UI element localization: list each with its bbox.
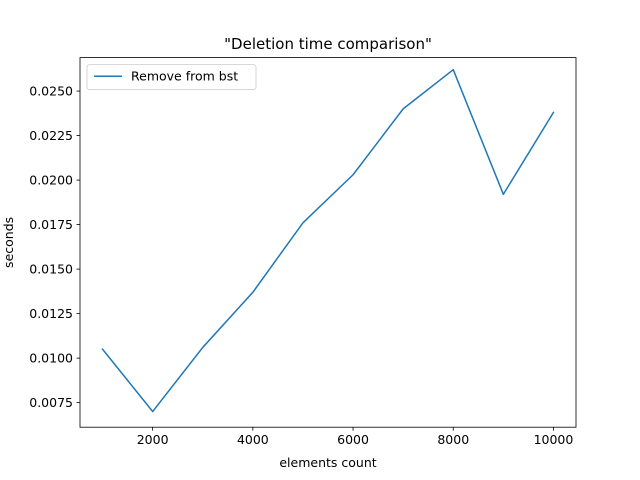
y-tick-label: 0.0100 — [29, 351, 73, 366]
x-tick-label: 6000 — [337, 432, 369, 447]
x-tick-label: 4000 — [237, 432, 269, 447]
y-tick-label: 0.0200 — [29, 173, 73, 188]
chart-title: "Deletion time comparison" — [224, 35, 432, 53]
plot-frame — [79, 57, 577, 428]
series-layer — [101, 68, 555, 413]
y-tick-label: 0.0175 — [29, 217, 73, 232]
y-tick-label: 0.0075 — [29, 395, 73, 410]
legend: Remove from bst — [86, 64, 257, 90]
x-axis-label: elements count — [279, 455, 376, 470]
y-tick-label: 0.0250 — [29, 84, 73, 99]
plot-area — [80, 57, 576, 428]
x-tick-label: 10000 — [534, 432, 574, 447]
y-tick-label: 0.0150 — [29, 262, 73, 277]
y-tick-label: 0.0225 — [29, 128, 73, 143]
x-axis: 2000 4000 6000 8000 10000 — [137, 427, 574, 447]
series-line — [101, 68, 555, 413]
legend-box — [86, 64, 257, 90]
y-axis: 0.0075 0.0100 0.0125 0.0150 0.0175 0.0200 0.02… — [29, 84, 80, 410]
x-tick-label: 2000 — [137, 432, 169, 447]
y-tick-label: 0.0125 — [29, 306, 73, 321]
legend-label: Remove from bst — [131, 69, 238, 84]
x-tick-label: 8000 — [437, 432, 469, 447]
y-axis-label: seconds — [1, 217, 16, 268]
